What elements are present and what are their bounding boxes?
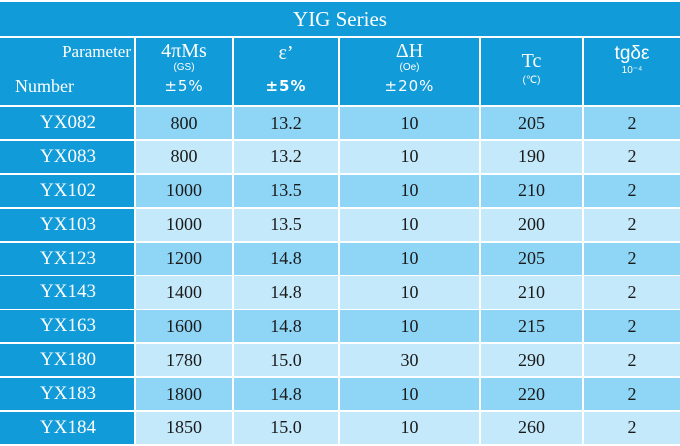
header-parameter-number: Parameter Number [0,38,136,105]
cell-epsilon: 13.2 [234,107,340,140]
cell-tg-delta: 2 [584,411,680,445]
cell-number: YX102 [0,174,136,207]
header-tg-delta: tgδε 10⁻⁴ [584,38,680,105]
cell-number: YX123 [0,242,136,275]
cell-tg-delta: 2 [584,378,680,411]
cell-tc: 260 [481,411,584,445]
cell-4pims: 1000 [136,174,234,207]
header-4pims: 4πMs (GS) ±5% [136,38,234,105]
cell-tg-delta: 2 [584,276,680,309]
cell-delta-h: 10 [340,242,481,275]
cell-delta-h: 10 [340,378,481,411]
header-tg-delta-symbol: tgδε [614,43,650,64]
cell-tg-delta: 2 [584,174,680,207]
cell-4pims: 1000 [136,208,234,241]
table-row: YX143 1400 14.8 10 210 2 [0,276,680,309]
header-4pims-unit: (GS) [173,62,195,73]
cell-epsilon: 15.0 [234,344,340,377]
cell-tc: 210 [481,276,584,309]
cell-delta-h: 10 [340,411,481,445]
table-row: YX163 1600 14.8 10 215 2 [0,310,680,343]
header-tg-delta-unit: 10⁻⁴ [621,65,643,76]
cell-epsilon: 14.8 [234,378,340,411]
table-body: YX082 800 13.2 10 205 2 YX083 800 13.2 10 190 2 YX10… [0,107,680,445]
cell-epsilon: 13.5 [234,208,340,241]
cell-tg-delta: 2 [584,242,680,275]
cell-tg-delta: 2 [584,208,680,241]
cell-4pims: 800 [136,107,234,140]
cell-number: YX163 [0,310,136,343]
cell-tc: 205 [481,242,584,275]
header-4pims-tolerance: ±5% [164,77,204,95]
cell-number: YX183 [0,378,136,411]
header-delta-h-symbol: ΔH [395,40,424,62]
cell-epsilon: 14.8 [234,310,340,343]
cell-4pims: 1800 [136,378,234,411]
header-parameter-label: Parameter [62,42,131,61]
header-delta-h: ΔH (Oe) ±20% [340,38,481,105]
header-number-label: Number [15,76,74,96]
cell-delta-h: 10 [340,276,481,309]
cell-epsilon: 14.8 [234,242,340,275]
table-row: YX180 1780 15.0 30 290 2 [0,344,680,377]
cell-number: YX180 [0,344,136,377]
cell-tg-delta: 2 [584,107,680,140]
table-row: YX184 1850 15.0 10 260 2 [0,411,680,445]
cell-number: YX143 [0,276,136,309]
cell-4pims: 1600 [136,310,234,343]
cell-delta-h: 10 [340,310,481,343]
cell-number: YX103 [0,208,136,241]
table-title: YIG Series [0,2,680,36]
cell-delta-h: 10 [340,107,481,140]
cell-number: YX184 [0,411,136,445]
cell-4pims: 1400 [136,276,234,309]
cell-4pims: 800 [136,140,234,174]
cell-tc: 215 [481,310,584,343]
table-row: YX082 800 13.2 10 205 2 [0,107,680,140]
cell-tg-delta: 2 [584,344,680,377]
table-row: YX102 1000 13.5 10 210 2 [0,174,680,207]
header-tc-unit: (℃) [522,75,541,86]
header-tc-symbol: Tc [521,50,542,72]
header-epsilon-tolerance: ±5% [265,77,307,95]
cell-tc: 190 [481,140,584,174]
cell-tc: 205 [481,107,584,140]
header-epsilon-symbol: ε’ [278,42,294,64]
cell-delta-h: 10 [340,174,481,207]
header-delta-h-unit: (Oe) [399,62,420,73]
cell-epsilon: 15.0 [234,411,340,445]
header-epsilon: ε’ ±5% [234,38,340,105]
table-row: YX123 1200 14.8 10 205 2 [0,242,680,275]
cell-tg-delta: 2 [584,310,680,343]
cell-delta-h: 30 [340,344,481,377]
header-4pims-symbol: 4πMs [161,40,207,62]
cell-tc: 200 [481,208,584,241]
cell-4pims: 1850 [136,411,234,445]
table-row: YX103 1000 13.5 10 200 2 [0,208,680,241]
cell-epsilon: 13.2 [234,140,340,174]
cell-4pims: 1780 [136,344,234,377]
cell-tc: 210 [481,174,584,207]
cell-tc: 220 [481,378,584,411]
cell-delta-h: 10 [340,140,481,174]
table-header: Parameter Number 4πMs (GS) ±5% ε’ ±5% ΔH… [0,38,680,105]
cell-tc: 290 [481,344,584,377]
header-tc: Tc (℃) [481,38,584,105]
cell-epsilon: 13.5 [234,174,340,207]
table-row: YX183 1800 14.8 10 220 2 [0,378,680,411]
cell-4pims: 1200 [136,242,234,275]
cell-epsilon: 14.8 [234,276,340,309]
header-delta-h-tolerance: ±20% [384,77,435,95]
cell-delta-h: 10 [340,208,481,241]
cell-number: YX083 [0,140,136,174]
cell-number: YX082 [0,107,136,140]
cell-tg-delta: 2 [584,140,680,174]
table-row: YX083 800 13.2 10 190 2 [0,140,680,174]
